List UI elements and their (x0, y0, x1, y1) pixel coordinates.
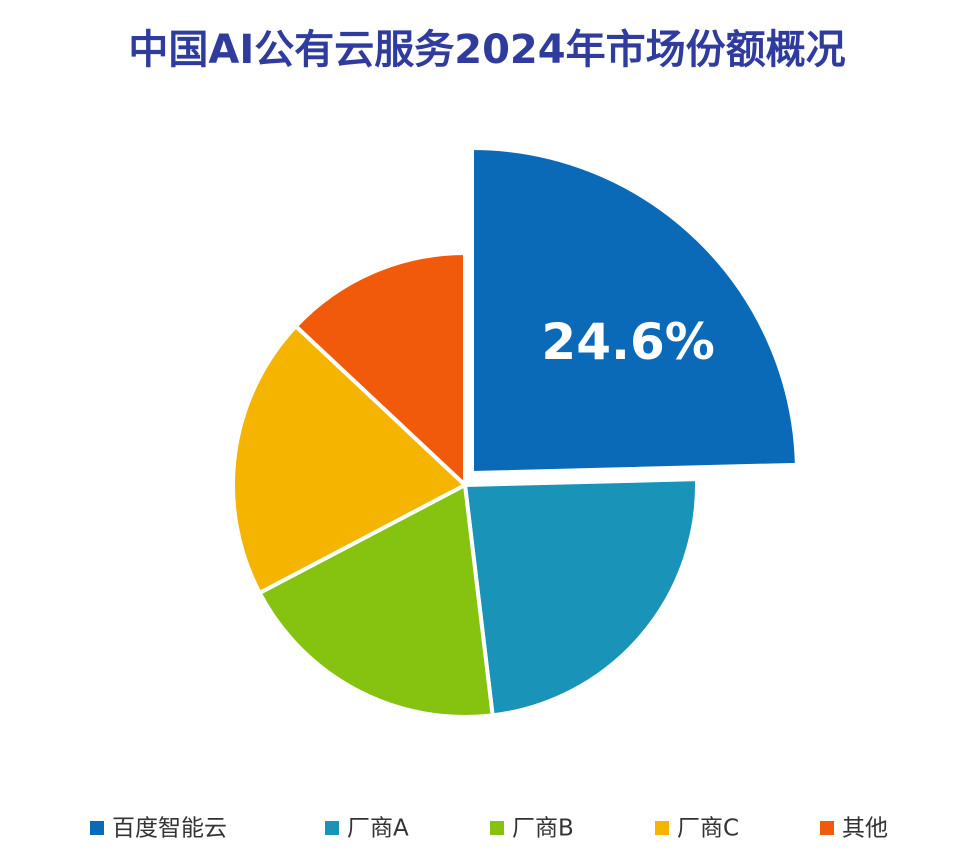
pie-slice (256, 481, 495, 719)
legend-label: 百度智能云 (112, 816, 227, 842)
slice-label: 24.6% (541, 313, 714, 371)
legend-swatch (490, 821, 504, 835)
pie-slice (293, 250, 467, 490)
legend-swatch (655, 821, 669, 835)
legend-label: 厂商C (677, 816, 739, 842)
legend-swatch (325, 821, 339, 835)
legend-label: 厂商A (347, 816, 409, 842)
pie-slice (462, 477, 699, 718)
legend-label: 其他 (842, 816, 888, 842)
legend-swatch (90, 821, 104, 835)
legend-label: 厂商B (512, 816, 574, 842)
pie-slice (231, 323, 469, 596)
legend-swatch (820, 821, 834, 835)
pie-slice (470, 145, 799, 476)
chart-title: 中国AI公有云服务2024年市场份额概况 (128, 27, 845, 73)
